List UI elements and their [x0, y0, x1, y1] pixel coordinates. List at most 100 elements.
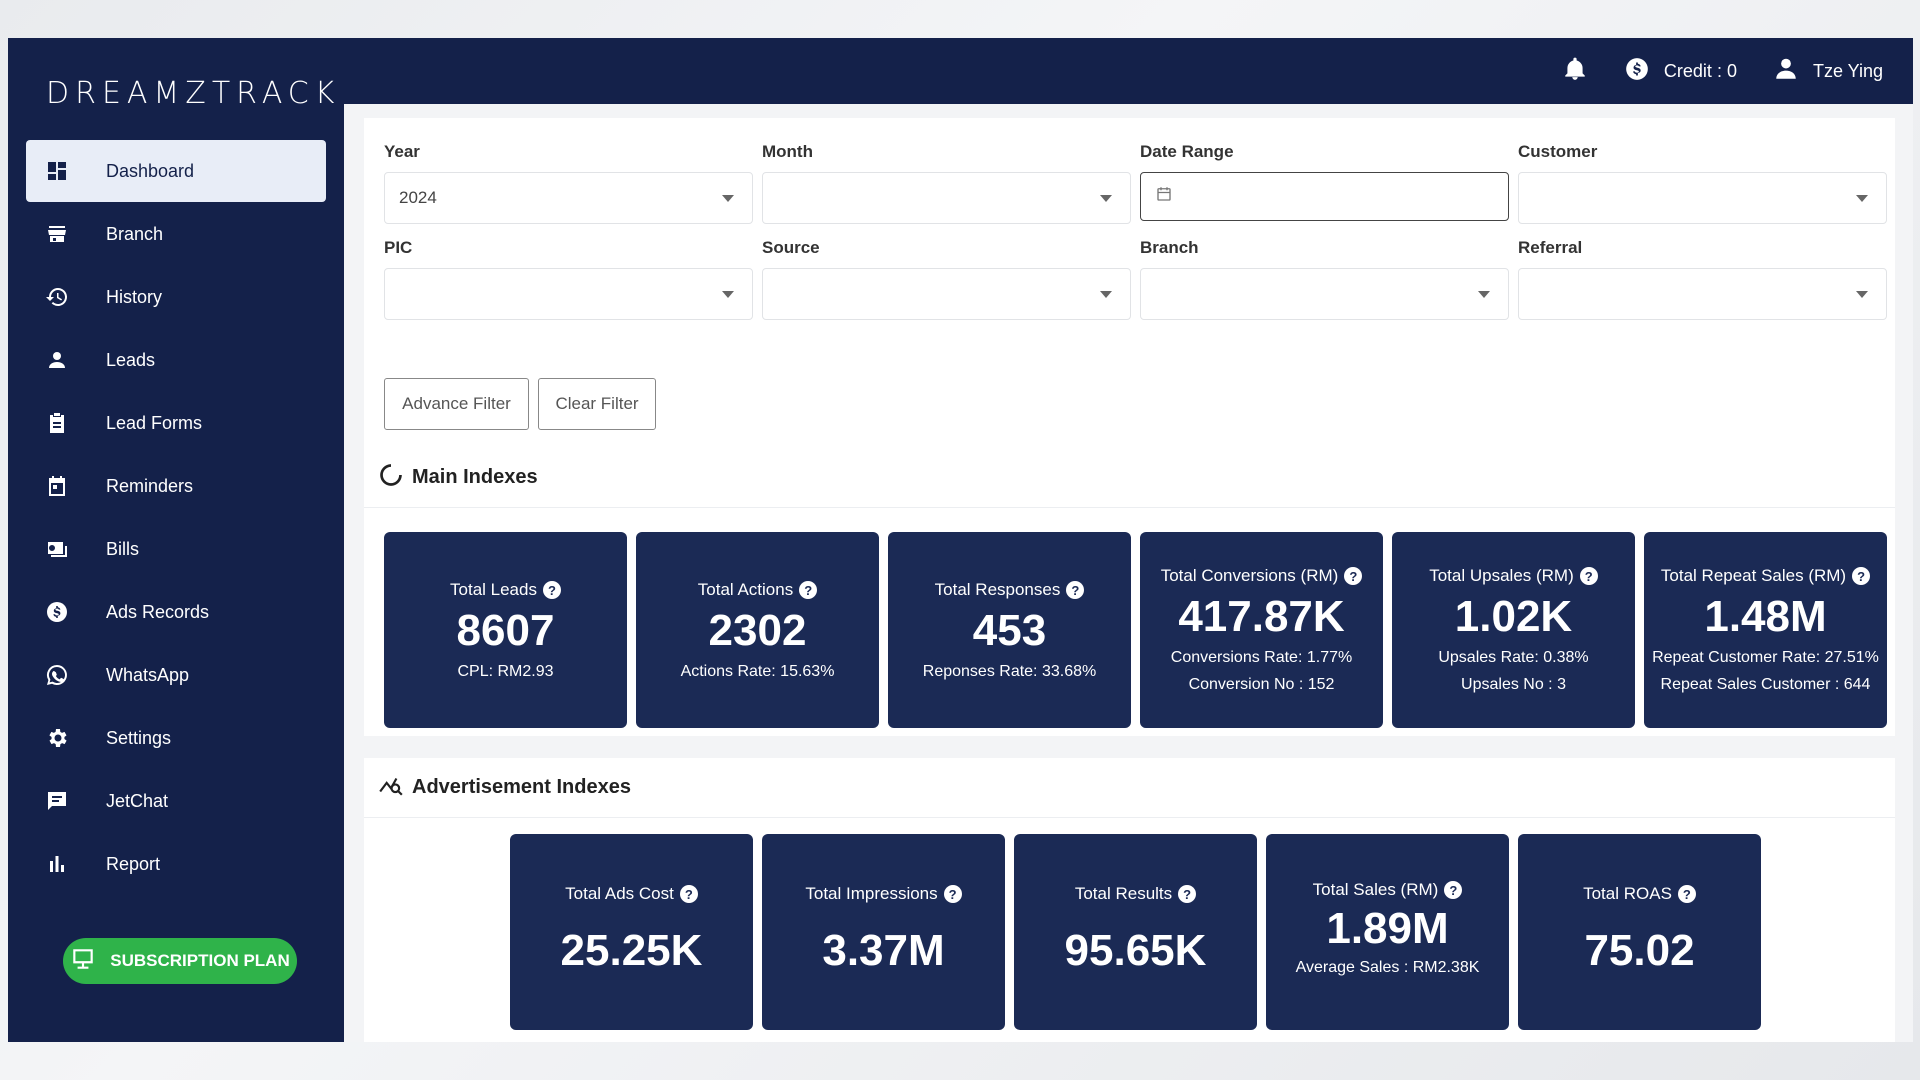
- sidebar-item-branch[interactable]: Branch: [26, 203, 326, 265]
- chat-icon: [44, 788, 70, 814]
- month-select[interactable]: [762, 172, 1131, 224]
- card-value: 453: [972, 606, 1047, 655]
- card-subtext: Reponses Rate: 33.68%: [922, 663, 1097, 680]
- app-window: DREAMZTRACK Dashboard Branch History Lea…: [8, 38, 1913, 1042]
- year-select[interactable]: 2024: [384, 172, 753, 224]
- metric-card-total-results: Total Results? 95.65K: [1014, 834, 1257, 1030]
- branch-label: Branch: [1140, 238, 1199, 257]
- sidebar-item-leads[interactable]: Leads: [26, 329, 326, 391]
- referral-select[interactable]: [1518, 268, 1887, 320]
- help-icon[interactable]: ?: [799, 581, 818, 599]
- month-label: Month: [762, 142, 813, 161]
- dashboard-icon: [44, 158, 70, 184]
- card-subtext-2: Conversion No : 152: [1188, 676, 1335, 693]
- card-subtext: Conversions Rate: 1.77%: [1170, 649, 1353, 666]
- user-icon: [1773, 56, 1799, 87]
- help-icon[interactable]: ?: [1677, 885, 1696, 903]
- card-title: Total Responses: [934, 580, 1061, 599]
- sidebar-item-label: Settings: [106, 727, 172, 748]
- sidebar-item-jetchat[interactable]: JetChat: [26, 770, 326, 832]
- sidebar-item-whatsapp[interactable]: WhatsApp: [26, 644, 326, 706]
- sidebar-item-dashboard[interactable]: Dashboard: [26, 140, 326, 202]
- sidebar-item-label: JetChat: [106, 790, 169, 811]
- sidebar-item-label: History: [106, 286, 163, 307]
- metric-card-total-roas: Total ROAS? 75.02: [1518, 834, 1761, 1030]
- sidebar-item-lead-forms[interactable]: Lead Forms: [26, 392, 326, 454]
- ad-indexes-header: Advertisement Indexes: [364, 758, 1895, 818]
- person-icon: [44, 347, 70, 373]
- card-title: Total Impressions: [805, 884, 938, 903]
- help-icon[interactable]: ?: [1066, 581, 1085, 599]
- card-value: 417.87K: [1178, 592, 1345, 641]
- metric-card-total-upsales: Total Upsales (RM)? 1.02K Upsales Rate: …: [1392, 532, 1635, 728]
- card-subtext: Upsales Rate: 0.38%: [1438, 649, 1589, 666]
- help-icon[interactable]: ?: [943, 885, 962, 903]
- help-icon[interactable]: ?: [679, 885, 698, 903]
- sidebar-item-label: Ads Records: [106, 601, 210, 622]
- pic-select[interactable]: [384, 268, 753, 320]
- chevron-down-icon: [1478, 291, 1490, 298]
- store-icon: [44, 221, 70, 247]
- help-icon[interactable]: ?: [1444, 881, 1463, 899]
- year-label: Year: [384, 142, 420, 161]
- card-value: 3.37M: [822, 926, 945, 975]
- notification-button[interactable]: [1562, 56, 1588, 87]
- section-title: Main Indexes: [412, 466, 538, 488]
- metric-card-total-actions: Total Actions? 2302 Actions Rate: 15.63%: [636, 532, 879, 728]
- customer-label: Customer: [1518, 142, 1598, 161]
- card-subtext: CPL: RM2.93: [457, 663, 554, 680]
- help-icon[interactable]: ?: [1344, 567, 1363, 585]
- date-range-label: Date Range: [1140, 142, 1234, 161]
- subscription-plan-button[interactable]: SUBSCRIPTION PLAN: [63, 938, 297, 984]
- chevron-down-icon: [1100, 195, 1112, 202]
- metric-card-total-leads: Total Leads? 8607 CPL: RM2.93: [384, 532, 627, 728]
- metric-card-total-sales: Total Sales (RM)? 1.89M Average Sales : …: [1266, 834, 1509, 1030]
- branch-select[interactable]: [1140, 268, 1509, 320]
- help-icon[interactable]: ?: [542, 581, 561, 599]
- card-title: Total Results: [1074, 884, 1173, 903]
- card-value: 1.48M: [1704, 592, 1827, 641]
- source-select[interactable]: [762, 268, 1131, 320]
- chevron-down-icon: [1856, 291, 1868, 298]
- metric-card-total-ads-cost: Total Ads Cost? 25.25K: [510, 834, 753, 1030]
- bar-chart-icon: [44, 851, 70, 877]
- whatsapp-icon: [44, 662, 70, 688]
- sidebar-item-report[interactable]: Report: [26, 833, 326, 895]
- help-icon[interactable]: ?: [1579, 567, 1598, 585]
- sidebar-item-history[interactable]: History: [26, 266, 326, 328]
- credit-display[interactable]: Credit : 0: [1624, 56, 1737, 87]
- calendar-icon: [44, 473, 70, 499]
- date-range-input[interactable]: [1140, 172, 1509, 221]
- sidebar-item-label: WhatsApp: [106, 664, 190, 685]
- metric-card-total-impressions: Total Impressions? 3.37M: [762, 834, 1005, 1030]
- main-indexes-header: Main Indexes: [364, 448, 1895, 508]
- credit-text: Credit : 0: [1663, 60, 1737, 81]
- metric-card-total-conversions: Total Conversions (RM)? 417.87K Conversi…: [1140, 532, 1383, 728]
- card-subtext: Actions Rate: 15.63%: [680, 663, 835, 680]
- clipboard-icon: [44, 410, 70, 436]
- sidebar-item-settings[interactable]: Settings: [26, 707, 326, 769]
- sidebar-item-label: Leads: [106, 349, 156, 370]
- sidebar-item-reminders[interactable]: Reminders: [26, 455, 326, 517]
- sidebar-item-label: Lead Forms: [106, 412, 203, 433]
- sidebar-item-label: Report: [106, 853, 161, 874]
- help-icon[interactable]: ?: [1178, 885, 1197, 903]
- chevron-down-icon: [722, 195, 734, 202]
- sidebar-item-label: Dashboard: [106, 160, 195, 181]
- advance-filter-button[interactable]: Advance Filter: [384, 378, 529, 430]
- calendar-icon: [1155, 185, 1173, 208]
- user-menu[interactable]: Tze Ying: [1773, 56, 1883, 87]
- customer-select[interactable]: [1518, 172, 1887, 224]
- bill-icon: [44, 536, 70, 562]
- bell-icon: [1562, 56, 1588, 87]
- help-icon[interactable]: ?: [1852, 567, 1871, 585]
- card-value: 75.02: [1584, 926, 1695, 975]
- card-title: Total ROAS: [1583, 884, 1672, 903]
- card-value: 1.02K: [1454, 592, 1573, 641]
- card-title: Total Repeat Sales (RM): [1660, 566, 1847, 585]
- sidebar-item-bills[interactable]: Bills: [26, 518, 326, 580]
- history-icon: [44, 284, 70, 310]
- card-value: 25.25K: [560, 926, 703, 975]
- clear-filter-button[interactable]: Clear Filter: [538, 378, 656, 430]
- sidebar-item-ads-records[interactable]: Ads Records: [26, 581, 326, 643]
